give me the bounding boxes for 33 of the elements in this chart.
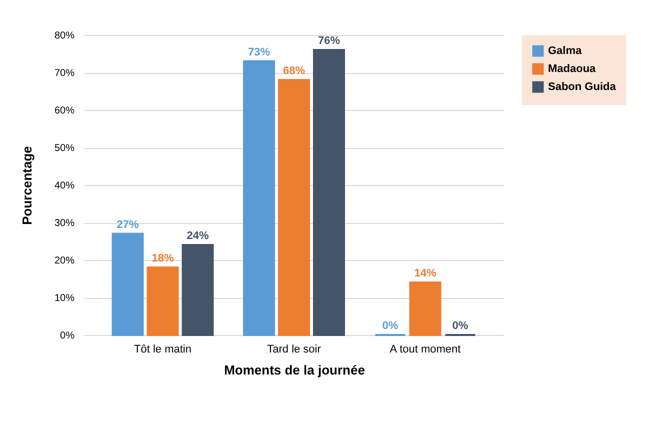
data-label: 27%: [116, 218, 139, 231]
bar: [409, 282, 442, 336]
y-tick-label: 10%: [54, 293, 75, 304]
x-tick-label: Tôt le matin: [134, 344, 192, 356]
data-label: 76%: [318, 35, 340, 47]
y-tick-label: 80%: [54, 30, 75, 42]
legend-label: Galma: [548, 45, 583, 57]
y-tick-label: 60%: [54, 106, 75, 116]
y-tick-label: 70%: [54, 68, 75, 79]
data-label: 24%: [186, 230, 209, 242]
data-label: 14%: [414, 268, 436, 280]
y-tick-label: 50%: [54, 143, 75, 154]
bar: [278, 79, 310, 336]
bar: [146, 266, 179, 336]
y-tick-label: 0%: [60, 330, 75, 342]
data-label: 0%: [452, 320, 468, 332]
y-tick-label: 40%: [54, 180, 75, 192]
bar: [182, 244, 214, 336]
x-axis-title: Moments de la journée: [224, 362, 365, 378]
y-axis-title: Pourcentage: [19, 146, 34, 225]
data-label: 73%: [248, 46, 270, 58]
bar: [313, 49, 345, 336]
y-tick-label: 30%: [54, 218, 75, 229]
data-label: 0%: [382, 320, 398, 332]
x-tick-label: Tard le soir: [267, 344, 322, 356]
y-tick-label: 20%: [54, 256, 75, 266]
legend-label: Sabon Guida: [548, 81, 617, 93]
data-label: 68%: [282, 65, 306, 77]
data-label: 18%: [152, 252, 174, 264]
bar: [243, 60, 275, 336]
legend-label: Madaoua: [548, 63, 597, 75]
x-tick-label: A tout moment: [390, 344, 461, 356]
bar: [112, 232, 144, 336]
